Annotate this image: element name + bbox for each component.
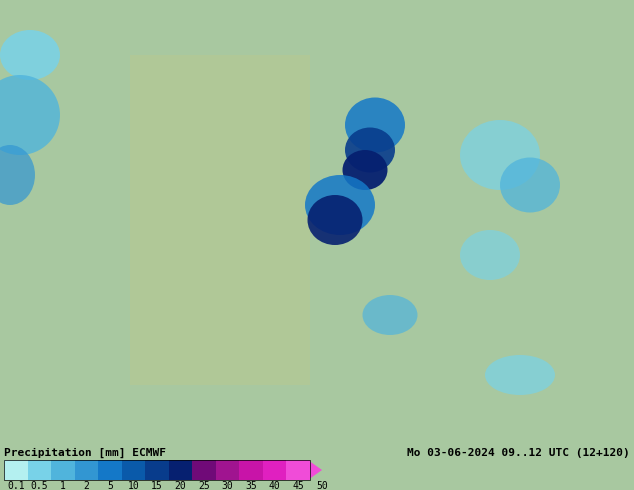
Ellipse shape [500,157,560,213]
Text: 0.5: 0.5 [30,481,48,490]
Ellipse shape [345,98,405,152]
Bar [130,55,310,385]
Bar [4,460,27,480]
Text: 20: 20 [174,481,186,490]
Bar [216,460,240,480]
Ellipse shape [342,150,387,190]
Text: Precipitation [mm] ECMWF: Precipitation [mm] ECMWF [4,448,166,458]
Ellipse shape [305,175,375,235]
Ellipse shape [363,295,418,335]
FancyArrow shape [310,462,322,479]
Text: 50: 50 [316,481,328,490]
Bar [4,460,310,480]
Ellipse shape [485,355,555,395]
Ellipse shape [307,195,363,245]
Ellipse shape [345,127,395,172]
Text: 15: 15 [151,481,163,490]
Text: 40: 40 [269,481,281,490]
Ellipse shape [0,30,60,80]
Bar [240,460,263,480]
Bar [27,460,51,480]
Bar [51,460,75,480]
Bar [145,460,169,480]
Bar [98,460,122,480]
Text: 10: 10 [127,481,139,490]
Text: Mo 03-06-2024 09..12 UTC (12+120): Mo 03-06-2024 09..12 UTC (12+120) [407,448,630,458]
Text: 45: 45 [292,481,304,490]
Ellipse shape [0,145,35,205]
Text: 1: 1 [60,481,66,490]
Text: 0.1: 0.1 [7,481,25,490]
Bar [75,460,98,480]
Ellipse shape [0,75,60,155]
Bar [169,460,192,480]
Bar [122,460,145,480]
Ellipse shape [460,230,520,280]
Ellipse shape [460,120,540,190]
Text: 30: 30 [222,481,233,490]
Text: 5: 5 [107,481,113,490]
Text: 2: 2 [84,481,89,490]
Bar [287,460,310,480]
Bar [192,460,216,480]
Text: 35: 35 [245,481,257,490]
Bar [263,460,287,480]
Text: 25: 25 [198,481,210,490]
